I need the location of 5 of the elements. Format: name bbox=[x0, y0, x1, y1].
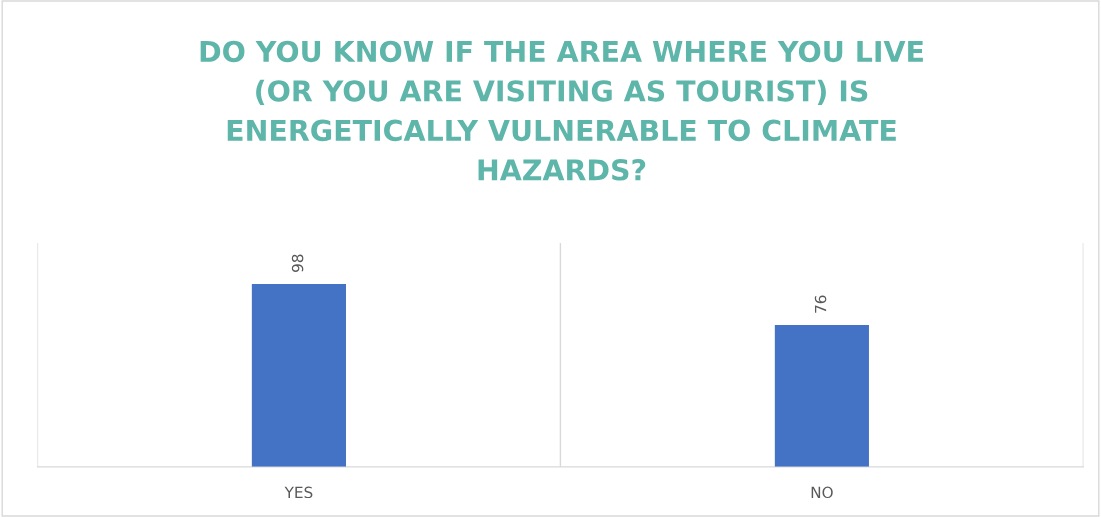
x-tick-label: NO bbox=[811, 486, 833, 499]
x-tick-label: YES bbox=[284, 486, 313, 499]
chart-title: DO YOU KNOW IF THE AREA WHERE YOU LIVE (OR YOU ARE VISITING AS TOURIST) IS ENERGETICALLY VULNERABLE TO CLIMATE HAZARDS? bbox=[200, 40, 923, 181]
data-label: 98 bbox=[291, 254, 304, 272]
data-label: 76 bbox=[814, 295, 827, 313]
